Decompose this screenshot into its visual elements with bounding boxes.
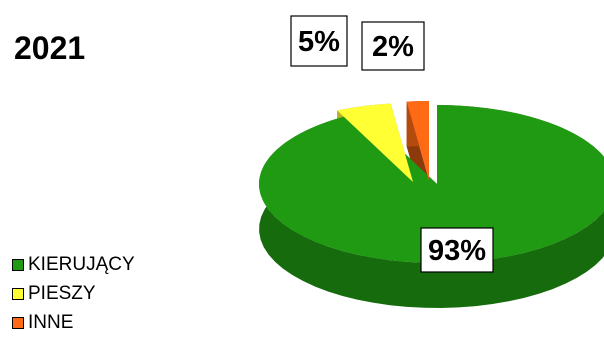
legend: KIERUJĄCY PIESZY INNE [12,250,135,337]
pie-slice-0 [259,105,604,263]
pie-slice-2 [406,101,429,180]
pie-slice-1 [337,103,413,182]
legend-swatch-kierujacy [12,258,24,271]
legend-item-kierujacy: KIERUJĄCY [12,250,135,279]
data-label-text-0: 93% [428,235,486,267]
chart-title: 2021 [14,30,86,66]
legend-swatch-pieszy [12,287,24,300]
legend-swatch-inne [12,316,24,329]
data-label-2: 2% [361,21,425,71]
data-label-text-2: 2% [372,31,414,63]
data-label-text-1: 5% [298,26,340,58]
legend-label-kierujacy: KIERUJĄCY [28,253,135,275]
legend-label-pieszy: PIESZY [28,282,96,304]
legend-label-inne: INNE [28,311,74,333]
data-label-0: 93% [420,227,494,273]
legend-item-pieszy: PIESZY [12,279,135,308]
data-label-1: 5% [290,15,348,67]
legend-item-inne: INNE [12,308,135,337]
